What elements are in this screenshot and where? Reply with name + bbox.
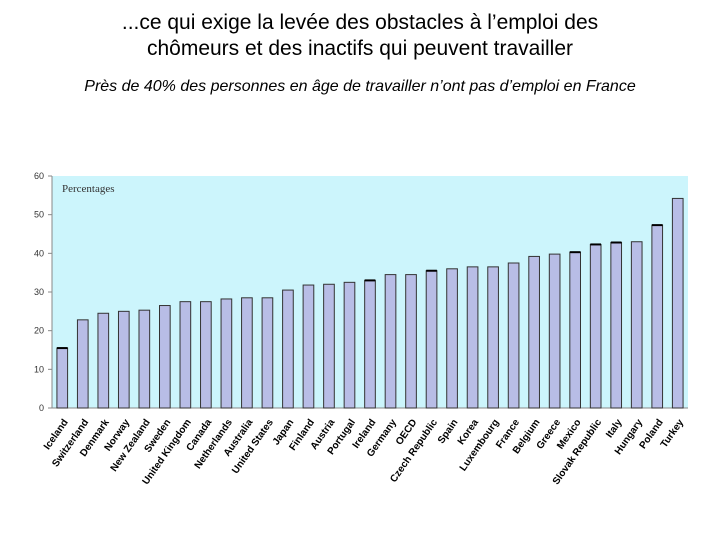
bar-spain xyxy=(446,268,458,409)
bar-france xyxy=(507,262,520,409)
bar-luxembourg xyxy=(487,266,499,409)
bar-new-zealand xyxy=(138,309,151,409)
bar-netherlands xyxy=(220,298,233,409)
bar-iceland xyxy=(56,347,69,409)
bar-united-states xyxy=(261,297,274,409)
y-tick-label: 50 xyxy=(34,210,44,220)
bar-oecd xyxy=(405,274,417,409)
bar-finland xyxy=(302,284,315,409)
title-line-2: chômeurs et des inactifs qui peuvent tra… xyxy=(146,37,574,60)
chart-title: ...ce qui exige la levée des obstacles à… xyxy=(20,10,700,62)
y-tick-label: 40 xyxy=(34,248,44,258)
y-tick-label: 10 xyxy=(34,364,44,374)
bar-poland xyxy=(651,224,664,409)
y-tick-label: 60 xyxy=(34,171,44,181)
bar-norway xyxy=(117,310,130,409)
bar-mexico xyxy=(569,251,581,409)
bar-sweden xyxy=(159,305,171,409)
bar-hungary xyxy=(630,241,643,409)
chart-subtitle: Près de 40% des personnes en âge de trav… xyxy=(84,78,636,95)
title-line-1: ...ce qui exige la levée des obstacles à… xyxy=(121,11,599,34)
unit-label: Percentages xyxy=(62,183,115,195)
bar-australia xyxy=(241,297,253,409)
bar-canada xyxy=(200,301,212,409)
bar-greece xyxy=(548,253,561,409)
bar-slovak-republic xyxy=(589,243,602,409)
y-tick-label: 20 xyxy=(34,326,44,336)
bar-denmark xyxy=(97,312,110,409)
bar-korea xyxy=(466,266,479,409)
bar-switzerland xyxy=(76,319,89,409)
bar-portugal xyxy=(343,281,356,409)
bar-czech-republic xyxy=(425,270,438,409)
bar-japan xyxy=(282,289,294,409)
bar-united-kingdom xyxy=(179,301,192,409)
bar-italy xyxy=(610,242,623,409)
bar-belgium xyxy=(528,255,540,409)
bar-ireland xyxy=(364,279,376,409)
y-tick-label: 0 xyxy=(39,403,44,413)
bars xyxy=(56,197,684,409)
bar-germany xyxy=(384,274,397,409)
bar-turkey xyxy=(671,197,684,409)
y-tick-label: 30 xyxy=(34,287,44,297)
bar-chart: 0 10 20 30 40 50 60 IcelandSwitzerlandDenmarkN… xyxy=(34,171,688,487)
bar-austria xyxy=(323,283,335,409)
